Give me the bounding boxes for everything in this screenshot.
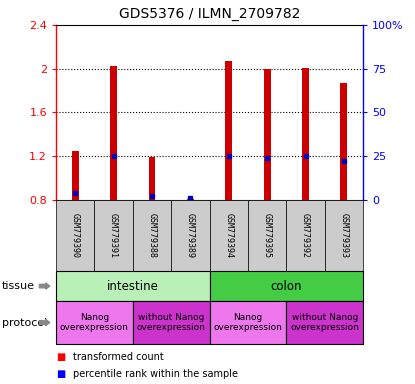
Bar: [264, 69, 271, 200]
Text: GSM779388: GSM779388: [147, 213, 156, 258]
Bar: [340, 83, 347, 200]
Bar: [225, 61, 232, 200]
Text: Nanog
overexpression: Nanog overexpression: [60, 313, 129, 332]
Text: ■: ■: [56, 369, 65, 379]
Text: colon: colon: [271, 280, 302, 293]
Text: tissue: tissue: [2, 281, 35, 291]
Text: percentile rank within the sample: percentile rank within the sample: [73, 369, 238, 379]
Text: GSM779395: GSM779395: [263, 213, 272, 258]
Text: GSM779389: GSM779389: [186, 213, 195, 258]
Text: GSM779393: GSM779393: [339, 213, 349, 258]
Text: GSM779392: GSM779392: [301, 213, 310, 258]
Text: Nanog
overexpression: Nanog overexpression: [214, 313, 282, 332]
Bar: [187, 199, 194, 200]
Text: intestine: intestine: [107, 280, 159, 293]
Bar: [302, 68, 309, 200]
Bar: [110, 66, 117, 200]
Bar: [72, 151, 79, 200]
Text: transformed count: transformed count: [73, 352, 164, 362]
Text: GSM779391: GSM779391: [109, 213, 118, 258]
Text: protocol: protocol: [2, 318, 47, 328]
Bar: [149, 157, 156, 200]
Text: GSM779394: GSM779394: [224, 213, 233, 258]
Text: GSM779390: GSM779390: [71, 213, 80, 258]
Text: without Nanog
overexpression: without Nanog overexpression: [137, 313, 205, 332]
Text: without Nanog
overexpression: without Nanog overexpression: [290, 313, 359, 332]
Title: GDS5376 / ILMN_2709782: GDS5376 / ILMN_2709782: [119, 7, 300, 21]
Text: ■: ■: [56, 352, 65, 362]
